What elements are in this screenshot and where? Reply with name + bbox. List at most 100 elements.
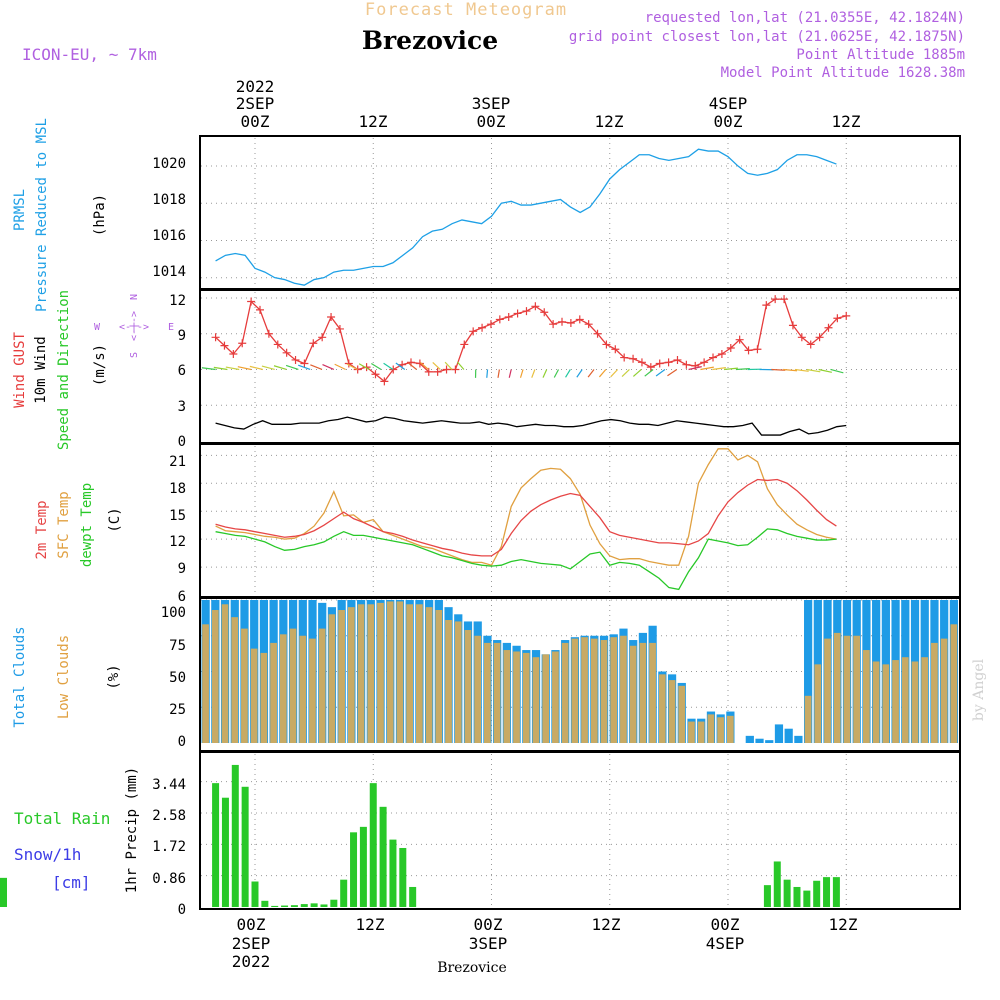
low-cloud-bar	[610, 637, 618, 743]
gust-marker	[282, 348, 291, 357]
gust-marker	[735, 335, 744, 344]
wind-direction-arrow	[432, 361, 441, 370]
gust-marker	[842, 311, 851, 320]
year-label-top: 2022	[236, 77, 275, 96]
low-cloud-bar	[814, 664, 822, 743]
wind-direction-arrow	[632, 369, 642, 377]
time-tick-bottom-4: 12Z	[592, 915, 621, 934]
rain-bar	[251, 881, 259, 907]
temp-sfc-label: SFC Temp	[56, 491, 72, 558]
low-cloud-bar	[357, 604, 365, 743]
model-altitude: Model Point Altitude 1628.38m	[721, 65, 965, 81]
clouds-tick-75: 75	[169, 638, 186, 654]
wind-direction-arrow	[712, 367, 726, 371]
low-cloud-bar	[493, 642, 501, 743]
gust-marker	[797, 333, 806, 342]
pressure-tick-1018: 1018	[152, 192, 186, 208]
snow-label: Snow/1h	[14, 845, 81, 864]
wind-direction-arrow	[519, 369, 524, 378]
gust-marker	[486, 320, 495, 329]
rain-bar	[0, 877, 7, 907]
precip-tick-344: 3.44	[152, 777, 186, 793]
rain-bar	[212, 783, 220, 907]
rain-bar	[399, 847, 407, 907]
low-cloud-bar	[367, 604, 375, 743]
low-cloud-bar	[581, 637, 588, 743]
temp-tick-12: 12	[169, 534, 186, 550]
wind-unit: (m/s)	[92, 344, 108, 386]
gust-marker	[549, 320, 558, 329]
gust-marker	[575, 315, 584, 324]
low-cloud-bar	[931, 642, 938, 743]
wind-direction-arrow	[298, 364, 311, 371]
low-cloud-bar	[289, 628, 297, 743]
rain-bar	[823, 877, 831, 907]
rain-bar	[369, 783, 377, 907]
temp-tick-6: 6	[178, 589, 186, 605]
low-cloud-bar	[863, 650, 870, 743]
low-cloud-bar	[211, 610, 219, 743]
gust-marker	[762, 301, 771, 310]
time-tick-top-1: 00Z	[241, 112, 270, 131]
low-cloud-bar	[590, 638, 598, 743]
gust-marker	[602, 340, 611, 349]
low-cloud-bar	[484, 642, 491, 743]
temp-dew-label: dewpt Temp	[79, 483, 95, 567]
gust-marker	[717, 349, 726, 358]
watermark: by Angel	[971, 658, 987, 721]
gust-marker	[637, 358, 646, 367]
low-cloud-bar	[853, 635, 861, 743]
low-cloud-bar	[940, 638, 948, 743]
precip-tick-0: 0	[178, 902, 186, 918]
low-cloud-bar	[464, 630, 472, 743]
gust-marker	[424, 367, 433, 376]
gust-marker	[584, 320, 593, 329]
low-cloud-bar	[629, 645, 637, 743]
time-tick-bottom-6: 12Z	[829, 915, 858, 934]
low-cloud-bar	[347, 607, 355, 743]
gust-marker	[753, 345, 762, 354]
wind-direction-arrow	[383, 362, 394, 370]
clouds-tick-25: 25	[169, 702, 186, 718]
wind-direction-arrow	[531, 369, 536, 378]
total-cloud-bar	[784, 728, 793, 743]
low-cloud-bar	[270, 642, 277, 743]
total-cloud-bar	[794, 735, 803, 743]
wind-direction-arrow	[587, 369, 595, 378]
low-cloud-bar	[221, 604, 229, 743]
clouds-tick-0: 0	[178, 734, 186, 750]
clouds-tick-50: 50	[169, 670, 186, 686]
gust-marker	[353, 365, 362, 374]
rain-bar	[241, 786, 249, 907]
gust-marker	[513, 309, 522, 318]
gust-marker	[780, 295, 789, 304]
clouds-panel: Total Clouds Low Clouds (%) 0 25 50 75 1…	[12, 597, 987, 752]
low-cloud-bar	[279, 634, 287, 743]
pressure-panel: PRMSL Pressure Reduced to MSL (hPa) 1014…	[12, 118, 961, 312]
rain-bar	[231, 764, 239, 907]
low-cloud-bar	[600, 640, 608, 743]
total-cloud-bar	[774, 724, 784, 743]
wind-direction-arrow	[407, 362, 417, 370]
dewpt-line	[215, 528, 837, 591]
wind-direction-arrow	[420, 362, 429, 370]
total-cloud-bar	[765, 740, 774, 743]
compass-arrow-h: <-|->	[119, 322, 149, 333]
bottom-time-axis: 00Z 12Z 00Z 12Z 00Z 12Z 2SEP 3SEP 4SEP 2…	[232, 915, 858, 971]
gust-marker	[806, 340, 815, 349]
wind-direction-arrow	[688, 366, 702, 371]
pressure-unit: (hPa)	[92, 194, 108, 236]
temp-tick-9: 9	[178, 561, 186, 577]
compass-n: N	[129, 294, 140, 300]
gust-marker	[620, 353, 629, 362]
wind-tick-3: 3	[178, 399, 186, 415]
low-cloud-bar	[833, 632, 841, 743]
wind-direction-arrow	[724, 367, 738, 371]
clouds-unit: (%)	[106, 664, 122, 689]
wind-direction-arrow	[213, 366, 228, 371]
gust-marker	[433, 367, 442, 376]
time-tick-bottom-5: 00Z	[711, 915, 740, 934]
time-tick-top-6: 12Z	[832, 112, 861, 131]
compass-w: W	[94, 322, 101, 333]
low-cloud-bar	[639, 642, 647, 743]
